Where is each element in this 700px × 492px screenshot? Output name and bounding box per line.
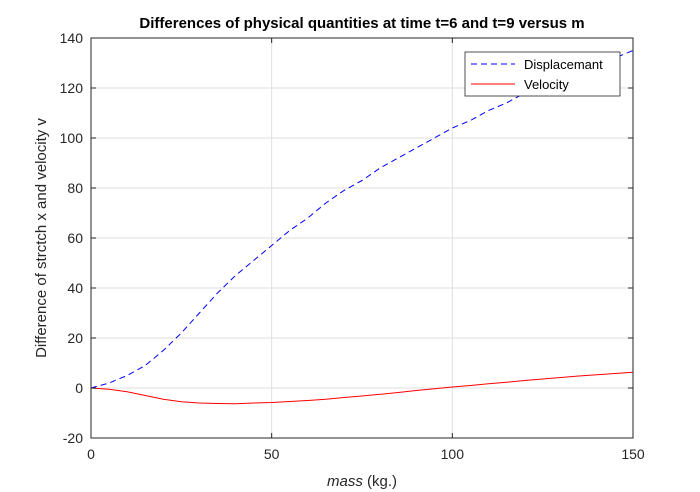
legend: Displacemant Velocity: [464, 51, 621, 97]
y-tick-label: 40: [67, 280, 83, 296]
chart-title: Differences of physical quantities at ti…: [139, 15, 584, 32]
x-axis-label: mass (kg.): [327, 473, 397, 490]
legend-label-displacemant: Displacemant: [524, 57, 603, 72]
y-tick-label: 0: [75, 380, 83, 396]
x-tick-label: 0: [87, 446, 95, 462]
y-axis-label: Difference of strctch x and velocity v: [33, 118, 50, 358]
series-line-displacemant: [90, 50, 634, 389]
y-tick-label: 80: [67, 180, 83, 196]
x-tick-label: 50: [264, 446, 280, 462]
tick-marks: [90, 37, 634, 439]
legend-box: [464, 51, 621, 97]
y-tick-label: 100: [60, 130, 84, 146]
series-line-velocity: [90, 371, 634, 405]
series-layer: [90, 50, 634, 405]
y-tick-label: 20: [67, 330, 83, 346]
y-tick-label: 60: [67, 230, 83, 246]
y-tick-label: 120: [60, 80, 84, 96]
x-axis-label-unit: (kg.): [363, 473, 397, 490]
y-tick-label: -20: [63, 430, 83, 446]
y-tick-label: 140: [60, 30, 84, 46]
x-tick-label: 100: [441, 446, 465, 462]
x-tick-label: 150: [621, 446, 645, 462]
legend-label-velocity: Velocity: [524, 77, 569, 92]
x-axis-label-italic: mass: [327, 473, 363, 490]
